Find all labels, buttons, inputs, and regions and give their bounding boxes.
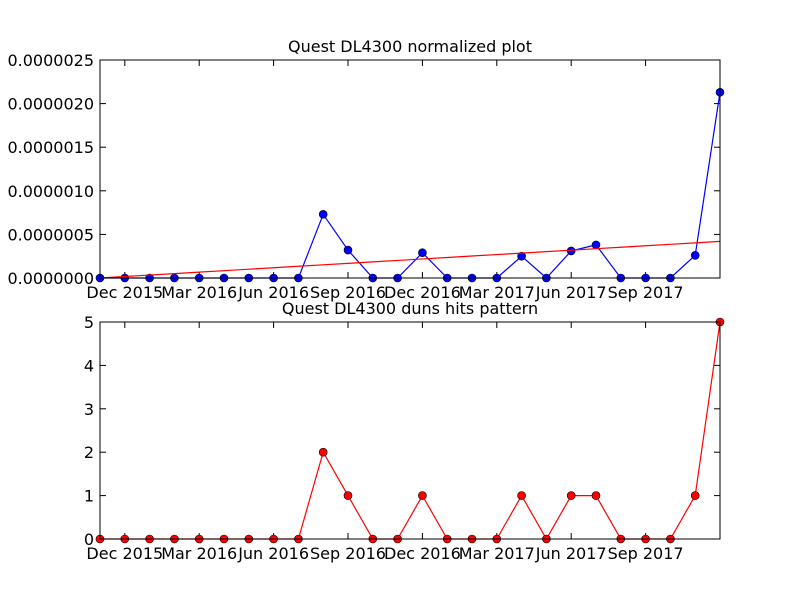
- x-tick-label: Sep 2017: [608, 283, 684, 302]
- x-tick-label: Jun 2016: [237, 283, 309, 302]
- marker: [343, 245, 353, 255]
- y-tick-label: 0.0000005: [7, 225, 94, 244]
- marker: [517, 251, 526, 261]
- marker: [517, 491, 526, 500]
- y-tick-label: 0.0000015: [7, 138, 94, 157]
- x-tick-label: Jun 2017: [535, 544, 607, 563]
- y-tick-label: 4: [84, 356, 94, 375]
- x-tick-label: Sep 2016: [310, 544, 386, 563]
- x-tick-label: Mar 2017: [459, 544, 535, 563]
- series-line: [99, 240, 721, 279]
- y-tick-label: 0: [84, 530, 94, 549]
- series-line: [100, 92, 721, 279]
- x-tick-label: Dec 2016: [384, 544, 461, 563]
- y-tick-label: 0.0000025: [7, 51, 94, 70]
- marker: [566, 246, 576, 256]
- marker: [591, 491, 601, 500]
- marker: [690, 251, 700, 260]
- x-tick-label: Mar 2017: [459, 283, 535, 302]
- y-tick-label: 1: [84, 487, 94, 506]
- x-tick-label: Jun 2017: [535, 283, 607, 302]
- series-line: [100, 321, 721, 541]
- y-tick-label: 2: [84, 443, 94, 462]
- y-tick-label: 3: [84, 400, 94, 419]
- x-tick-label: Sep 2016: [310, 283, 386, 302]
- chart-title: Quest DL4300 duns hits pattern: [282, 299, 538, 318]
- chart-title: Quest DL4300 normalized plot: [288, 37, 532, 56]
- axes-frame: [99, 59, 721, 279]
- x-tick-label: Dec 2015: [86, 544, 163, 563]
- marker: [318, 447, 328, 457]
- x-tick-label: Mar 2016: [161, 544, 237, 563]
- x-tick-label: Dec 2016: [384, 283, 461, 302]
- y-tick-label: 0.0000020: [7, 95, 94, 114]
- marker: [343, 491, 353, 500]
- marker: [418, 248, 427, 258]
- x-tick-label: Jun 2016: [237, 544, 309, 563]
- marker: [318, 210, 328, 219]
- axes-frame: [99, 321, 721, 540]
- y-tick-label: 0.0000010: [7, 182, 94, 201]
- marker: [566, 491, 576, 500]
- marker: [591, 240, 601, 250]
- x-tick-label: Sep 2017: [608, 544, 684, 563]
- y-tick-label: 5: [84, 313, 94, 332]
- x-tick-label: Mar 2016: [161, 283, 237, 302]
- x-tick-label: Dec 2015: [86, 283, 163, 302]
- y-tick-label: 0.0000000: [7, 269, 94, 288]
- marker: [418, 491, 427, 500]
- marker: [690, 491, 700, 500]
